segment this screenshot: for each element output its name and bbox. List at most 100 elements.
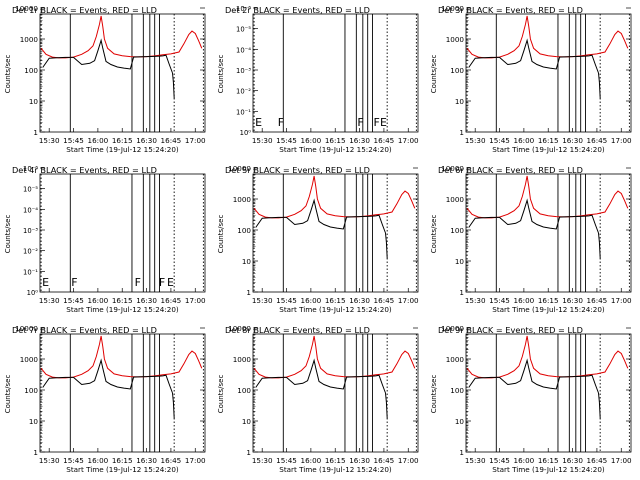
x-tick-label: 15:30 <box>252 456 273 465</box>
x-tick-label: 16:45 <box>161 136 182 145</box>
series-events-tail <box>598 232 601 259</box>
y-tick-label: 10⁰ <box>240 129 252 137</box>
plot-frame <box>465 333 632 453</box>
panel-title: Det 9r BLACK = Events, RED = LLD <box>438 325 583 335</box>
panel-title: Det 6r BLACK = Events, RED = LLD <box>438 165 583 175</box>
x-tick-label: 16:00 <box>301 456 322 465</box>
y-tick-label: 1 <box>459 448 464 457</box>
x-tick-label: 16:30 <box>562 296 583 305</box>
panel-title: Det 8r BLACK = Events, RED = LLD <box>225 325 370 335</box>
y-tick-label: 100 <box>24 66 38 75</box>
y-tick-label: 10000 <box>441 164 464 173</box>
x-tick-label: 16:00 <box>88 456 109 465</box>
y-axis-label: Counts/sec <box>4 55 12 94</box>
x-tick-label: 16:15 <box>538 136 559 145</box>
x-tick-label: 17:00 <box>185 136 206 145</box>
panel-title: Det 3r BLACK = Events, RED = LLD <box>438 5 583 15</box>
flag-label: E <box>255 116 262 129</box>
x-tick-label: 15:45 <box>489 296 510 305</box>
x-axis-label: Start Time (19-Jul-12 15:24:20) <box>492 465 605 474</box>
plot-frame <box>252 333 419 453</box>
x-tick-label: 16:15 <box>325 456 346 465</box>
panel-title: Det 1r BLACK = Events, RED = LLD <box>12 5 157 15</box>
y-tick-label: 10⁻¹ <box>23 268 38 276</box>
series-events-tail <box>598 392 601 419</box>
y-axis-label: Counts/sec <box>217 215 225 254</box>
x-axis-label: Start Time (19-Jul-12 15:24:20) <box>279 305 392 314</box>
x-tick-label: 16:15 <box>325 296 346 305</box>
x-axis-label: Start Time (19-Jul-12 15:24:20) <box>492 305 605 314</box>
panel-2: Det 2r BLACK = Events, RED = LLD Counts/s… <box>217 5 419 154</box>
x-tick-label: 15:45 <box>276 136 297 145</box>
y-tick-label: 10 <box>29 417 39 426</box>
y-tick-label: 10 <box>455 257 465 266</box>
x-tick-label: 17:00 <box>611 136 632 145</box>
flag-label: E <box>42 276 49 289</box>
x-tick-label: 17:00 <box>398 456 419 465</box>
y-axis-label: Counts/sec <box>430 55 438 94</box>
y-tick-label: 100 <box>237 226 251 235</box>
y-tick-label: 100 <box>450 66 464 75</box>
y-axis-label: Counts/sec <box>430 375 438 414</box>
x-tick-label: 15:30 <box>39 136 60 145</box>
panel-4: Det 4r BLACK = Events, RED = LLD Counts/s… <box>4 165 206 314</box>
x-tick-label: 16:30 <box>136 456 157 465</box>
x-tick-label: 16:15 <box>325 136 346 145</box>
x-axis-label: Start Time (19-Jul-12 15:24:20) <box>279 465 392 474</box>
x-tick-label: 16:00 <box>514 456 535 465</box>
panel-7: Det 7r BLACK = Events, RED = LLD Counts/s… <box>4 324 206 474</box>
y-tick-label: 1000 <box>446 35 465 44</box>
x-tick-label: 15:30 <box>252 296 273 305</box>
x-tick-label: 16:15 <box>538 296 559 305</box>
y-tick-label: 10000 <box>228 164 251 173</box>
y-tick-label: 10000 <box>15 324 38 333</box>
flag-label: F <box>135 276 141 289</box>
x-tick-label: 16:00 <box>301 136 322 145</box>
x-tick-label: 16:30 <box>136 296 157 305</box>
panel-9: Det 9r BLACK = Events, RED = LLD Counts/s… <box>430 324 632 474</box>
plot-frame <box>39 13 206 133</box>
x-tick-label: 17:00 <box>185 296 206 305</box>
x-tick-label: 16:45 <box>587 296 608 305</box>
panel-title: Det 2r BLACK = Events, RED = LLD <box>225 5 370 15</box>
y-tick-label: 10 <box>455 97 465 106</box>
y-tick-label: 10 <box>455 417 465 426</box>
x-tick-label: 16:00 <box>514 296 535 305</box>
x-tick-label: 15:45 <box>63 456 84 465</box>
x-tick-label: 15:30 <box>465 296 486 305</box>
x-tick-label: 16:45 <box>587 136 608 145</box>
x-tick-label: 16:30 <box>349 136 370 145</box>
y-tick-label: 10⁻¹ <box>236 108 251 116</box>
x-tick-label: 15:45 <box>63 296 84 305</box>
y-tick-label: 10 <box>242 417 252 426</box>
x-tick-label: 16:45 <box>374 456 395 465</box>
y-tick-label: 1 <box>33 448 38 457</box>
plot-frame <box>252 13 419 133</box>
series-events-line <box>42 358 173 394</box>
x-tick-label: 16:45 <box>161 296 182 305</box>
series-lld-line <box>253 175 416 219</box>
x-axis-label: Start Time (19-Jul-12 15:24:20) <box>279 145 392 154</box>
flag-label: F <box>71 276 77 289</box>
series-events-line <box>42 38 173 74</box>
y-tick-label: 10000 <box>15 4 38 13</box>
x-tick-label: 15:30 <box>39 456 60 465</box>
x-tick-label: 15:45 <box>276 296 297 305</box>
flag-label: F <box>374 116 380 129</box>
y-tick-label: 1 <box>246 448 251 457</box>
y-tick-label: 10⁻⁴ <box>236 46 251 54</box>
plot-frame <box>465 173 632 293</box>
series-events-tail <box>385 392 388 419</box>
x-tick-label: 16:00 <box>88 296 109 305</box>
plot-frame <box>39 173 206 293</box>
series-lld-line <box>253 335 416 379</box>
y-tick-label: 100 <box>24 386 38 395</box>
y-tick-label: 100 <box>237 386 251 395</box>
panel-title: Det 7r BLACK = Events, RED = LLD <box>12 325 157 335</box>
series-events-line <box>468 198 599 234</box>
y-tick-label: 10⁻³ <box>23 227 38 235</box>
y-tick-label: 1000 <box>233 355 252 364</box>
x-tick-label: 17:00 <box>398 296 419 305</box>
x-tick-label: 16:15 <box>538 456 559 465</box>
